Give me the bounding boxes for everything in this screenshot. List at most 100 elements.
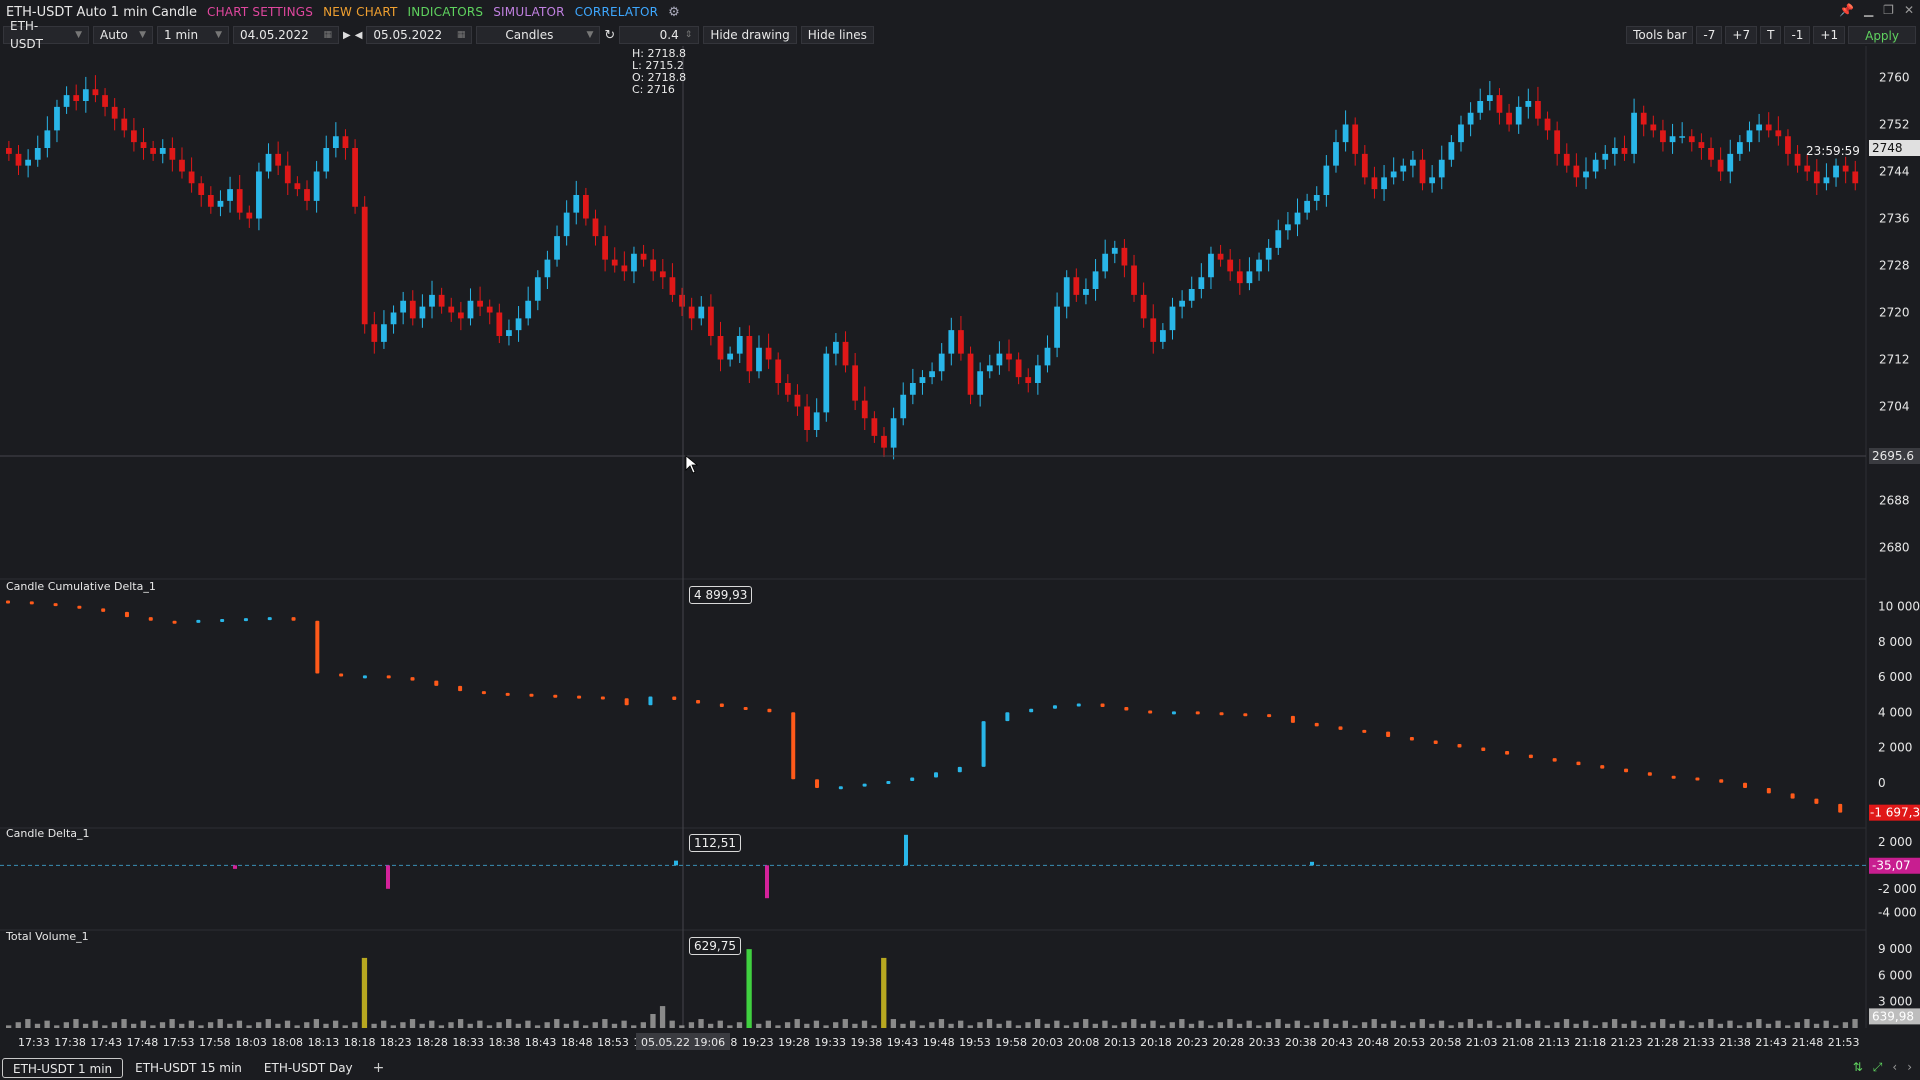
volume-bar <box>1217 1022 1223 1028</box>
candle-body <box>698 306 705 319</box>
tab-15min[interactable]: ETH-USDT 15 min <box>135 1061 242 1075</box>
play-forward-icon[interactable]: ▶ <box>343 29 351 41</box>
close-icon[interactable]: ✕ <box>1903 3 1914 17</box>
chart-canvas[interactable]: 2760 2752 2744 2736 2728 2720 2712 2704 2688 2680… <box>0 46 1920 1050</box>
candle-body <box>352 148 358 207</box>
hide-drawing-button[interactable]: Hide drawing <box>703 26 797 44</box>
cumdelta-candle <box>1838 803 1843 813</box>
candle-body <box>111 106 118 119</box>
play-back-icon[interactable]: ◀ <box>354 29 363 41</box>
apply-button[interactable]: Apply <box>1848 26 1916 44</box>
chevron-right-icon[interactable]: › <box>1907 1060 1912 1074</box>
candle-body <box>1775 130 1782 137</box>
volume-bar <box>1785 1025 1791 1028</box>
candle-body <box>44 130 51 148</box>
volume-bar <box>919 1025 925 1028</box>
volume-bar <box>1063 1025 1070 1028</box>
cumdelta-candle <box>1243 713 1248 717</box>
candle-body <box>861 400 868 419</box>
ohlc-open: O: 2718.8 <box>632 71 687 84</box>
add-tab-button[interactable]: + <box>372 1060 385 1076</box>
date-to-field[interactable]: 05.05.2022 ▦ <box>366 26 473 44</box>
time-tick-label: 20:53 <box>1393 1036 1425 1049</box>
candle-body <box>1708 148 1714 160</box>
candle-body <box>669 277 676 295</box>
minus7-button[interactable]: -7 <box>1696 26 1723 44</box>
volume-bar <box>938 1019 945 1028</box>
tab-1min[interactable]: ETH-USDT 1 min <box>2 1058 124 1078</box>
restore-icon[interactable]: ❐ <box>1883 3 1894 17</box>
volume-bar <box>6 1025 12 1028</box>
step-stepper[interactable]: 0.4 ⇕ <box>619 26 700 44</box>
menu-chart-settings[interactable]: CHART SETTINGS <box>206 5 314 19</box>
menu-simulator[interactable]: SIMULATOR <box>493 5 565 19</box>
volume-bar <box>1381 1023 1387 1028</box>
t-button[interactable]: T <box>1760 26 1782 44</box>
mode-select[interactable]: Auto ▼ <box>93 26 153 44</box>
tab-day[interactable]: ETH-USDT Day <box>263 1061 353 1075</box>
menu-indicators[interactable]: INDICATORS <box>407 5 484 19</box>
candle-body <box>525 300 532 319</box>
timeframe-value: 1 min <box>164 28 199 42</box>
candle-body <box>1640 112 1647 125</box>
candle-body <box>63 95 70 107</box>
minus1-button[interactable]: -1 <box>1784 26 1811 44</box>
sort-icon[interactable]: ⇅ <box>1852 1060 1863 1074</box>
pin-icon[interactable]: 📌 <box>1838 3 1854 17</box>
date-from-field[interactable]: 04.05.2022 ▦ <box>233 26 339 44</box>
volume-bar <box>34 1023 41 1028</box>
candle-body <box>1390 171 1397 178</box>
symbol-select[interactable]: ETH-USDT ▼ <box>3 19 89 51</box>
volume-bar <box>1669 1023 1675 1028</box>
tools-bar-button[interactable]: Tools bar <box>1626 26 1694 44</box>
time-tick-label: 19:28 <box>778 1036 810 1049</box>
volume-bar <box>833 1022 839 1028</box>
volume-bar <box>1169 1022 1175 1028</box>
time-tick-label: 17:48 <box>127 1036 159 1049</box>
time-tick-label: 20:03 <box>1031 1036 1063 1049</box>
time-tick-label: 20:13 <box>1104 1036 1136 1049</box>
time-tick-label: 21:18 <box>1574 1036 1606 1049</box>
plus1-button[interactable]: +1 <box>1813 26 1846 44</box>
cumdelta-candle <box>410 677 415 681</box>
time-tick-label: 18:43 <box>525 1036 557 1049</box>
cumdelta-candle <box>743 707 748 711</box>
candle-body <box>621 265 628 272</box>
expand-icon[interactable]: ⤢ <box>1872 1060 1883 1074</box>
cumdelta-candle <box>1100 703 1105 708</box>
plus7-button[interactable]: +7 <box>1725 26 1758 44</box>
cumdelta-candle <box>672 696 677 700</box>
candle-body <box>1785 136 1791 154</box>
gears-icon[interactable]: ⚙ <box>668 4 680 20</box>
candle-body <box>496 312 503 336</box>
volume-bar <box>813 1020 820 1028</box>
cumdelta-candle <box>1409 736 1414 741</box>
price-tick-label: 2744 <box>1879 165 1910 179</box>
candle-body <box>227 189 233 201</box>
refresh-icon[interactable]: ↻ <box>604 27 616 43</box>
candle-body <box>775 359 782 383</box>
candle-body <box>765 347 772 360</box>
volume-bar <box>1486 1020 1493 1028</box>
time-tick-label: 18:13 <box>308 1036 340 1049</box>
volume-bar <box>1583 1020 1589 1028</box>
menu-correlator[interactable]: CORRELATOR <box>574 5 659 19</box>
volume-bar <box>1708 1019 1714 1028</box>
candle-body <box>217 200 224 207</box>
candle-body <box>1083 289 1089 295</box>
candle-body <box>1842 165 1849 172</box>
candle-body <box>390 312 397 325</box>
volume-bar <box>179 1023 185 1028</box>
volume-bar <box>986 1019 993 1028</box>
chevron-left-icon[interactable]: ‹ <box>1892 1060 1898 1074</box>
volume-tick-label: 9 000 <box>1878 942 1912 956</box>
minimize-icon[interactable]: ▁ <box>1863 3 1874 17</box>
candle-body <box>1688 136 1695 143</box>
cumdelta-candle <box>553 694 558 698</box>
timeframe-select[interactable]: 1 min ▼ <box>157 26 229 44</box>
menu-new-chart[interactable]: NEW CHART <box>323 5 398 19</box>
stepper-arrows-icon[interactable]: ⇕ <box>684 30 693 40</box>
chart-type-select[interactable]: Candles ▼ <box>476 26 601 44</box>
hide-lines-button[interactable]: Hide lines <box>800 26 874 44</box>
volume-bar <box>1448 1025 1454 1028</box>
